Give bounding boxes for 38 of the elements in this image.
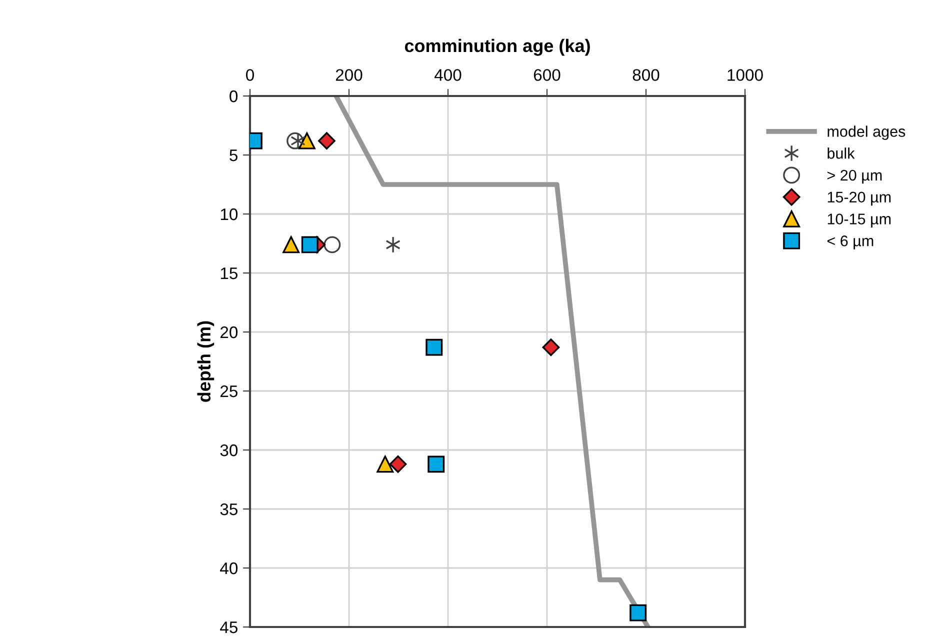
- legend-label: < 6 µm: [827, 235, 874, 250]
- point: [301, 236, 318, 254]
- x-tick-label: 600: [534, 69, 560, 81]
- line-series: [334, 96, 650, 627]
- legend-label: 15-20 µm: [828, 192, 891, 206]
- legend-label: 10-15 µm: [828, 214, 891, 228]
- x-tick-label: 400: [434, 69, 462, 81]
- y-tick-label: 30: [220, 444, 238, 456]
- y-tick-label: 20: [220, 326, 238, 338]
- point: [630, 604, 647, 622]
- x-axis-title: comminution age (ka): [404, 38, 590, 56]
- y-tick-label: 40: [220, 562, 238, 574]
- x-tick-label: 1000: [728, 69, 763, 81]
- y-axis-title: depth (m): [197, 321, 214, 402]
- legend-label: bulk: [828, 148, 855, 159]
- x-tick-label: 800: [632, 69, 660, 81]
- point: [376, 456, 394, 473]
- point: [324, 236, 341, 254]
- point: [318, 132, 336, 150]
- x-tick-label: 200: [336, 69, 362, 81]
- y-tick-label: 5: [230, 150, 238, 162]
- y-tick-label: 25: [220, 385, 238, 398]
- y-tick-label: 0: [230, 90, 238, 102]
- y-tick-label: 45: [220, 622, 238, 634]
- point: [389, 455, 407, 473]
- point: [386, 236, 401, 254]
- legend-label: > 20 µm: [827, 170, 882, 184]
- point: [290, 132, 306, 150]
- point: [298, 132, 316, 150]
- x-tick-label: 0: [246, 69, 254, 81]
- legend-label: model ages: [828, 126, 906, 140]
- point: [428, 456, 445, 473]
- point: [426, 338, 443, 356]
- point: [282, 236, 300, 254]
- point: [542, 338, 560, 356]
- y-tick-label: 35: [220, 503, 238, 516]
- y-tick-label: 10: [220, 208, 238, 220]
- y-tick-label: 15: [220, 268, 238, 280]
